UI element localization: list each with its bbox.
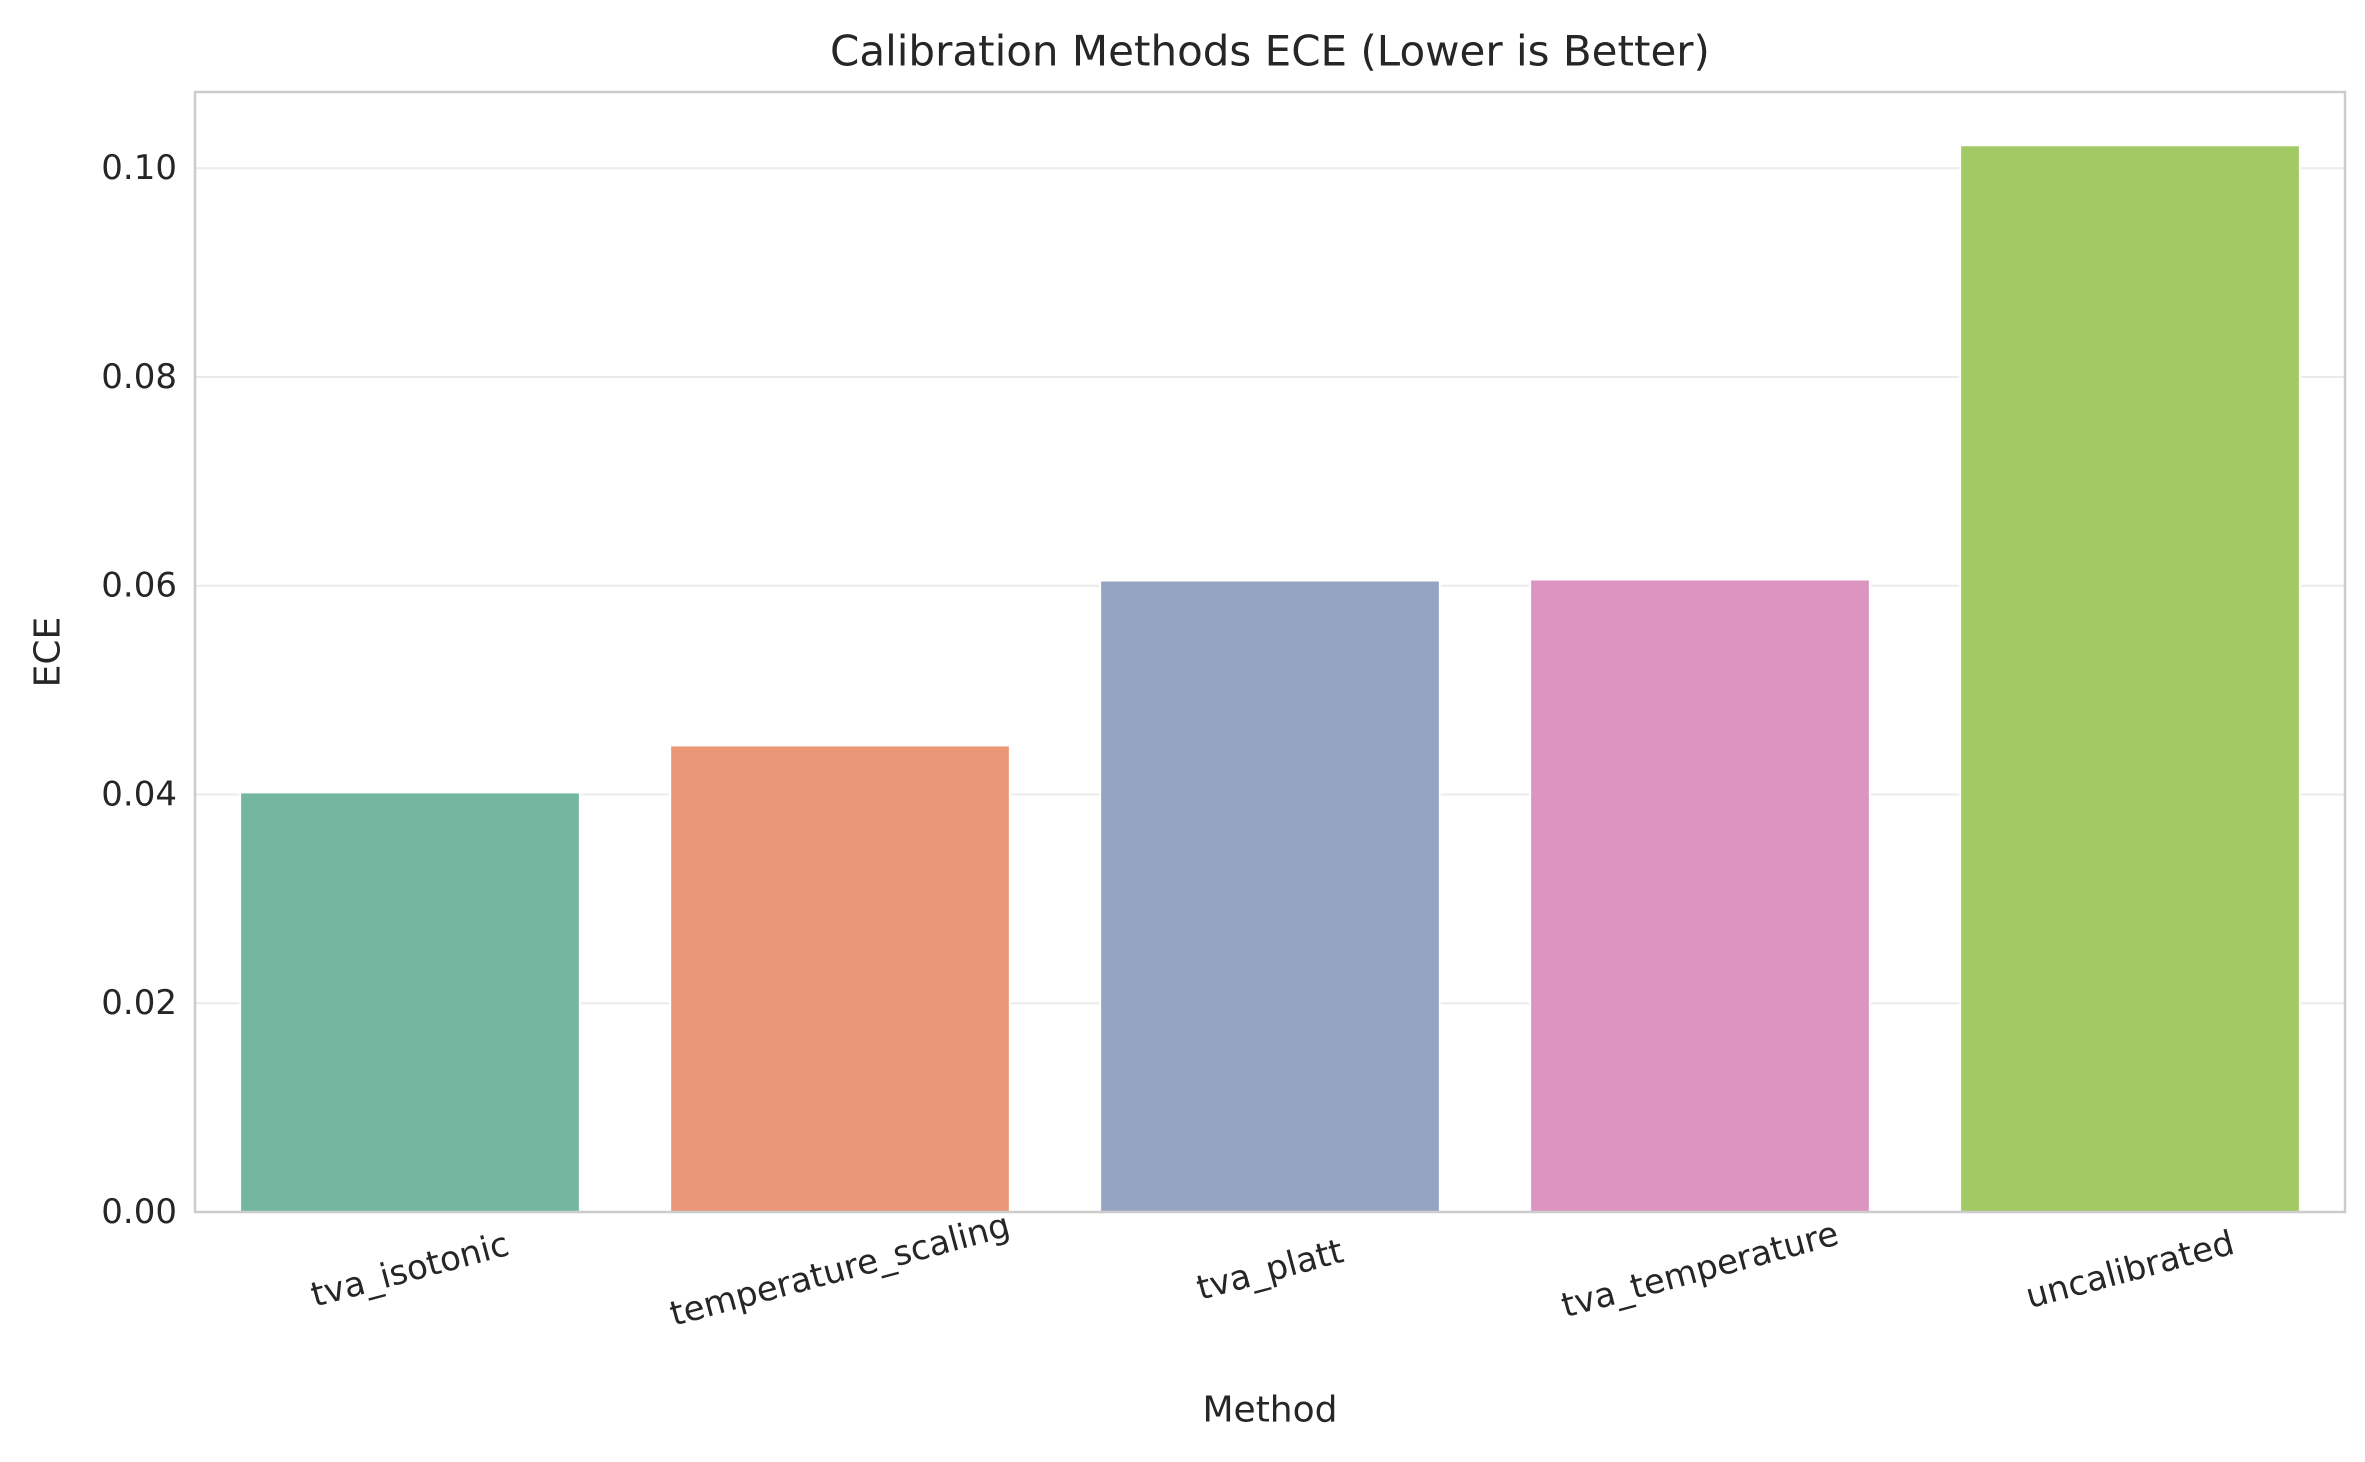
- y-tick-label: 0.06: [101, 566, 177, 606]
- y-tick-labels: 0.00 0.02 0.04 0.06 0.08 0.10: [101, 148, 177, 1232]
- bar-tva_isotonic: [239, 791, 581, 1213]
- y-axis-label: ECE: [28, 617, 69, 688]
- y-tick-label: 0.04: [101, 774, 177, 814]
- x-axis-label: Method: [1202, 1390, 1337, 1431]
- y-tick-label: 0.02: [101, 983, 177, 1023]
- bar-tva_temperature: [1529, 578, 1871, 1213]
- y-tick-label: 0.00: [101, 1192, 177, 1232]
- y-tick-label: 0.10: [101, 148, 177, 188]
- y-tick-label: 0.08: [101, 357, 177, 397]
- bar-tva_platt: [1099, 579, 1441, 1213]
- chart-title: Calibration Methods ECE (Lower is Better…: [830, 27, 1710, 76]
- bars-layer: [239, 144, 2301, 1214]
- plot-frame: [193, 90, 2347, 1214]
- bar-temperature_scaling: [669, 744, 1011, 1213]
- bar-uncalibrated: [1959, 144, 2301, 1214]
